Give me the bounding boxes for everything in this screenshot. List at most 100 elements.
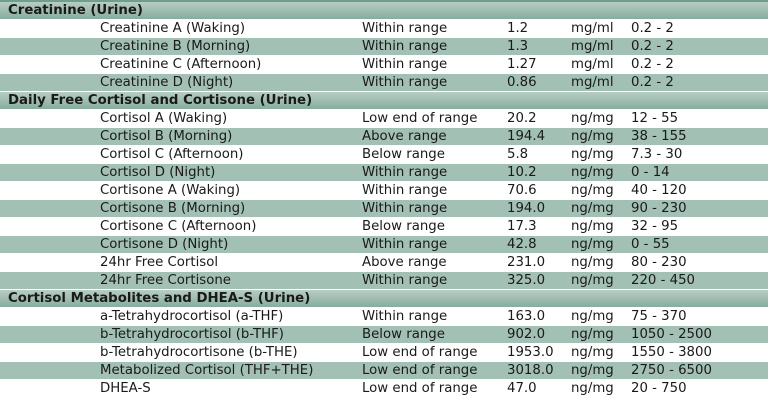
- reference-range-cell: 0.2 - 2: [631, 39, 674, 54]
- unit-cell: ng/mg: [571, 363, 614, 378]
- result-status-cell: Within range: [362, 237, 448, 252]
- section-header: Creatinine (Urine): [0, 2, 768, 20]
- reference-range-cell: 75 - 370: [631, 309, 687, 324]
- table-row: 24hr Free Cortisone Within range 325.0 ng/m…: [0, 272, 768, 290]
- table-row: a-Tetrahydrocortisol (a-THF) Within range…: [0, 308, 768, 326]
- unit-cell: ng/mg: [571, 255, 614, 270]
- table-row: Cortisol D (Night) Within range 10.2 ng/mg 0…: [0, 164, 768, 182]
- result-status-cell: Low end of range: [362, 381, 478, 396]
- reference-range-cell: 32 - 95: [631, 219, 679, 234]
- result-status-cell: Low end of range: [362, 363, 478, 378]
- result-value-cell: 10.2: [507, 165, 537, 180]
- reference-range-cell: 80 - 230: [631, 255, 687, 270]
- unit-cell: ng/mg: [571, 219, 614, 234]
- result-value-cell: 1.27: [507, 57, 537, 72]
- table-row: Metabolized Cortisol (THF+THE) Low end of…: [0, 362, 768, 380]
- result-value-cell: 5.8: [507, 147, 529, 162]
- unit-cell: ng/mg: [571, 381, 614, 396]
- table-row: DHEA-S Low end of range 47.0 ng/mg 20 - 750: [0, 380, 768, 398]
- table-row: Cortisol A (Waking) Low end of range 20.2 n…: [0, 110, 768, 128]
- table-row: b-Tetrahydrocortisone (b-THE) Low end of …: [0, 344, 768, 362]
- reference-range-cell: 0 - 14: [631, 165, 670, 180]
- result-status-cell: Below range: [362, 147, 445, 162]
- table-row: Cortisone C (Afternoon) Below range 17.3 ng…: [0, 218, 768, 236]
- table-row: Cortisol B (Morning) Above range 194.4 ng/m…: [0, 128, 768, 146]
- section-header: Daily Free Cortisol and Cortisone (Urine…: [0, 92, 768, 110]
- unit-cell: ng/mg: [571, 201, 614, 216]
- result-value-cell: 194.0: [507, 201, 546, 216]
- result-status-cell: Below range: [362, 327, 445, 342]
- unit-cell: ng/mg: [571, 273, 614, 288]
- result-value-cell: 3018.0: [507, 363, 554, 378]
- result-value-cell: 902.0: [507, 327, 546, 342]
- result-status-cell: Above range: [362, 129, 447, 144]
- reference-range-cell: 12 - 55: [631, 111, 679, 126]
- unit-cell: ng/mg: [571, 345, 614, 360]
- result-status-cell: Below range: [362, 219, 445, 234]
- table-row: Creatinine D (Night) Within range 0.86 mg/m…: [0, 74, 768, 92]
- reference-range-cell: 7.3 - 30: [631, 147, 683, 162]
- result-value-cell: 47.0: [507, 381, 537, 396]
- table-row: Cortisone A (Waking) Within range 70.6 ng/m…: [0, 182, 768, 200]
- reference-range-cell: 38 - 155: [631, 129, 687, 144]
- test-name-cell: Creatinine D (Night): [100, 75, 234, 90]
- result-status-cell: Within range: [362, 183, 448, 198]
- test-name-cell: Cortisol D (Night): [100, 165, 216, 180]
- result-value-cell: 70.6: [507, 183, 537, 198]
- result-status-cell: Above range: [362, 255, 447, 270]
- test-name-cell: DHEA-S: [100, 381, 151, 396]
- result-status-cell: Low end of range: [362, 111, 478, 126]
- result-value-cell: 325.0: [507, 273, 546, 288]
- result-value-cell: 194.4: [507, 129, 546, 144]
- reference-range-cell: 220 - 450: [631, 273, 696, 288]
- unit-cell: ng/mg: [571, 111, 614, 126]
- test-name-cell: Cortisone A (Waking): [100, 183, 241, 198]
- unit-cell: ng/mg: [571, 327, 614, 342]
- reference-range-cell: 0.2 - 2: [631, 75, 674, 90]
- reference-range-cell: 1050 - 2500: [631, 327, 712, 342]
- table-row: Cortisone D (Night) Within range 42.8 ng/mg…: [0, 236, 768, 254]
- top-border: [0, 0, 768, 2]
- reference-range-cell: 0.2 - 2: [631, 21, 674, 36]
- result-value-cell: 17.3: [507, 219, 537, 234]
- test-name-cell: Cortisol B (Morning): [100, 129, 233, 144]
- result-status-cell: Within range: [362, 201, 448, 216]
- unit-cell: ng/mg: [571, 237, 614, 252]
- test-name-cell: Cortisone D (Night): [100, 237, 229, 252]
- unit-cell: ng/mg: [571, 183, 614, 198]
- reference-range-cell: 40 - 120: [631, 183, 687, 198]
- section-header: Cortisol Metabolites and DHEA-S (Urine): [0, 290, 768, 308]
- result-value-cell: 42.8: [507, 237, 537, 252]
- result-value-cell: 1.3: [507, 39, 529, 54]
- reference-range-cell: 2750 - 6500: [631, 363, 712, 378]
- test-name-cell: Metabolized Cortisol (THF+THE): [100, 363, 314, 378]
- reference-range-cell: 1550 - 3800: [631, 345, 712, 360]
- result-status-cell: Within range: [362, 39, 448, 54]
- result-value-cell: 163.0: [507, 309, 546, 324]
- table-row: Cortisone B (Morning) Within range 194.0 ng…: [0, 200, 768, 218]
- result-status-cell: Within range: [362, 309, 448, 324]
- test-name-cell: Creatinine B (Morning): [100, 39, 251, 54]
- unit-cell: mg/ml: [571, 21, 614, 36]
- result-status-cell: Low end of range: [362, 345, 478, 360]
- test-name-cell: Cortisol C (Afternoon): [100, 147, 244, 162]
- test-name-cell: Creatinine C (Afternoon): [100, 57, 262, 72]
- table-row: Cortisol C (Afternoon) Below range 5.8 ng/m…: [0, 146, 768, 164]
- table-row: b-Tetrahydrocortisol (b-THF) Below range 9…: [0, 326, 768, 344]
- test-name-cell: a-Tetrahydrocortisol (a-THF): [100, 309, 284, 324]
- test-name-cell: Cortisol A (Waking): [100, 111, 228, 126]
- result-value-cell: 0.86: [507, 75, 537, 90]
- test-name-cell: 24hr Free Cortisol: [100, 255, 219, 270]
- reference-range-cell: 0 - 55: [631, 237, 670, 252]
- unit-cell: ng/mg: [571, 129, 614, 144]
- unit-cell: mg/ml: [571, 75, 614, 90]
- result-value-cell: 20.2: [507, 111, 537, 126]
- result-value-cell: 1.2: [507, 21, 529, 36]
- reference-range-cell: 90 - 230: [631, 201, 687, 216]
- unit-cell: mg/ml: [571, 39, 614, 54]
- result-value-cell: 231.0: [507, 255, 546, 270]
- test-name-cell: 24hr Free Cortisone: [100, 273, 231, 288]
- test-name-cell: b-Tetrahydrocortisol (b-THF): [100, 327, 284, 342]
- result-status-cell: Within range: [362, 165, 448, 180]
- table-row: Creatinine A (Waking) Within range 1.2 mg/m…: [0, 20, 768, 38]
